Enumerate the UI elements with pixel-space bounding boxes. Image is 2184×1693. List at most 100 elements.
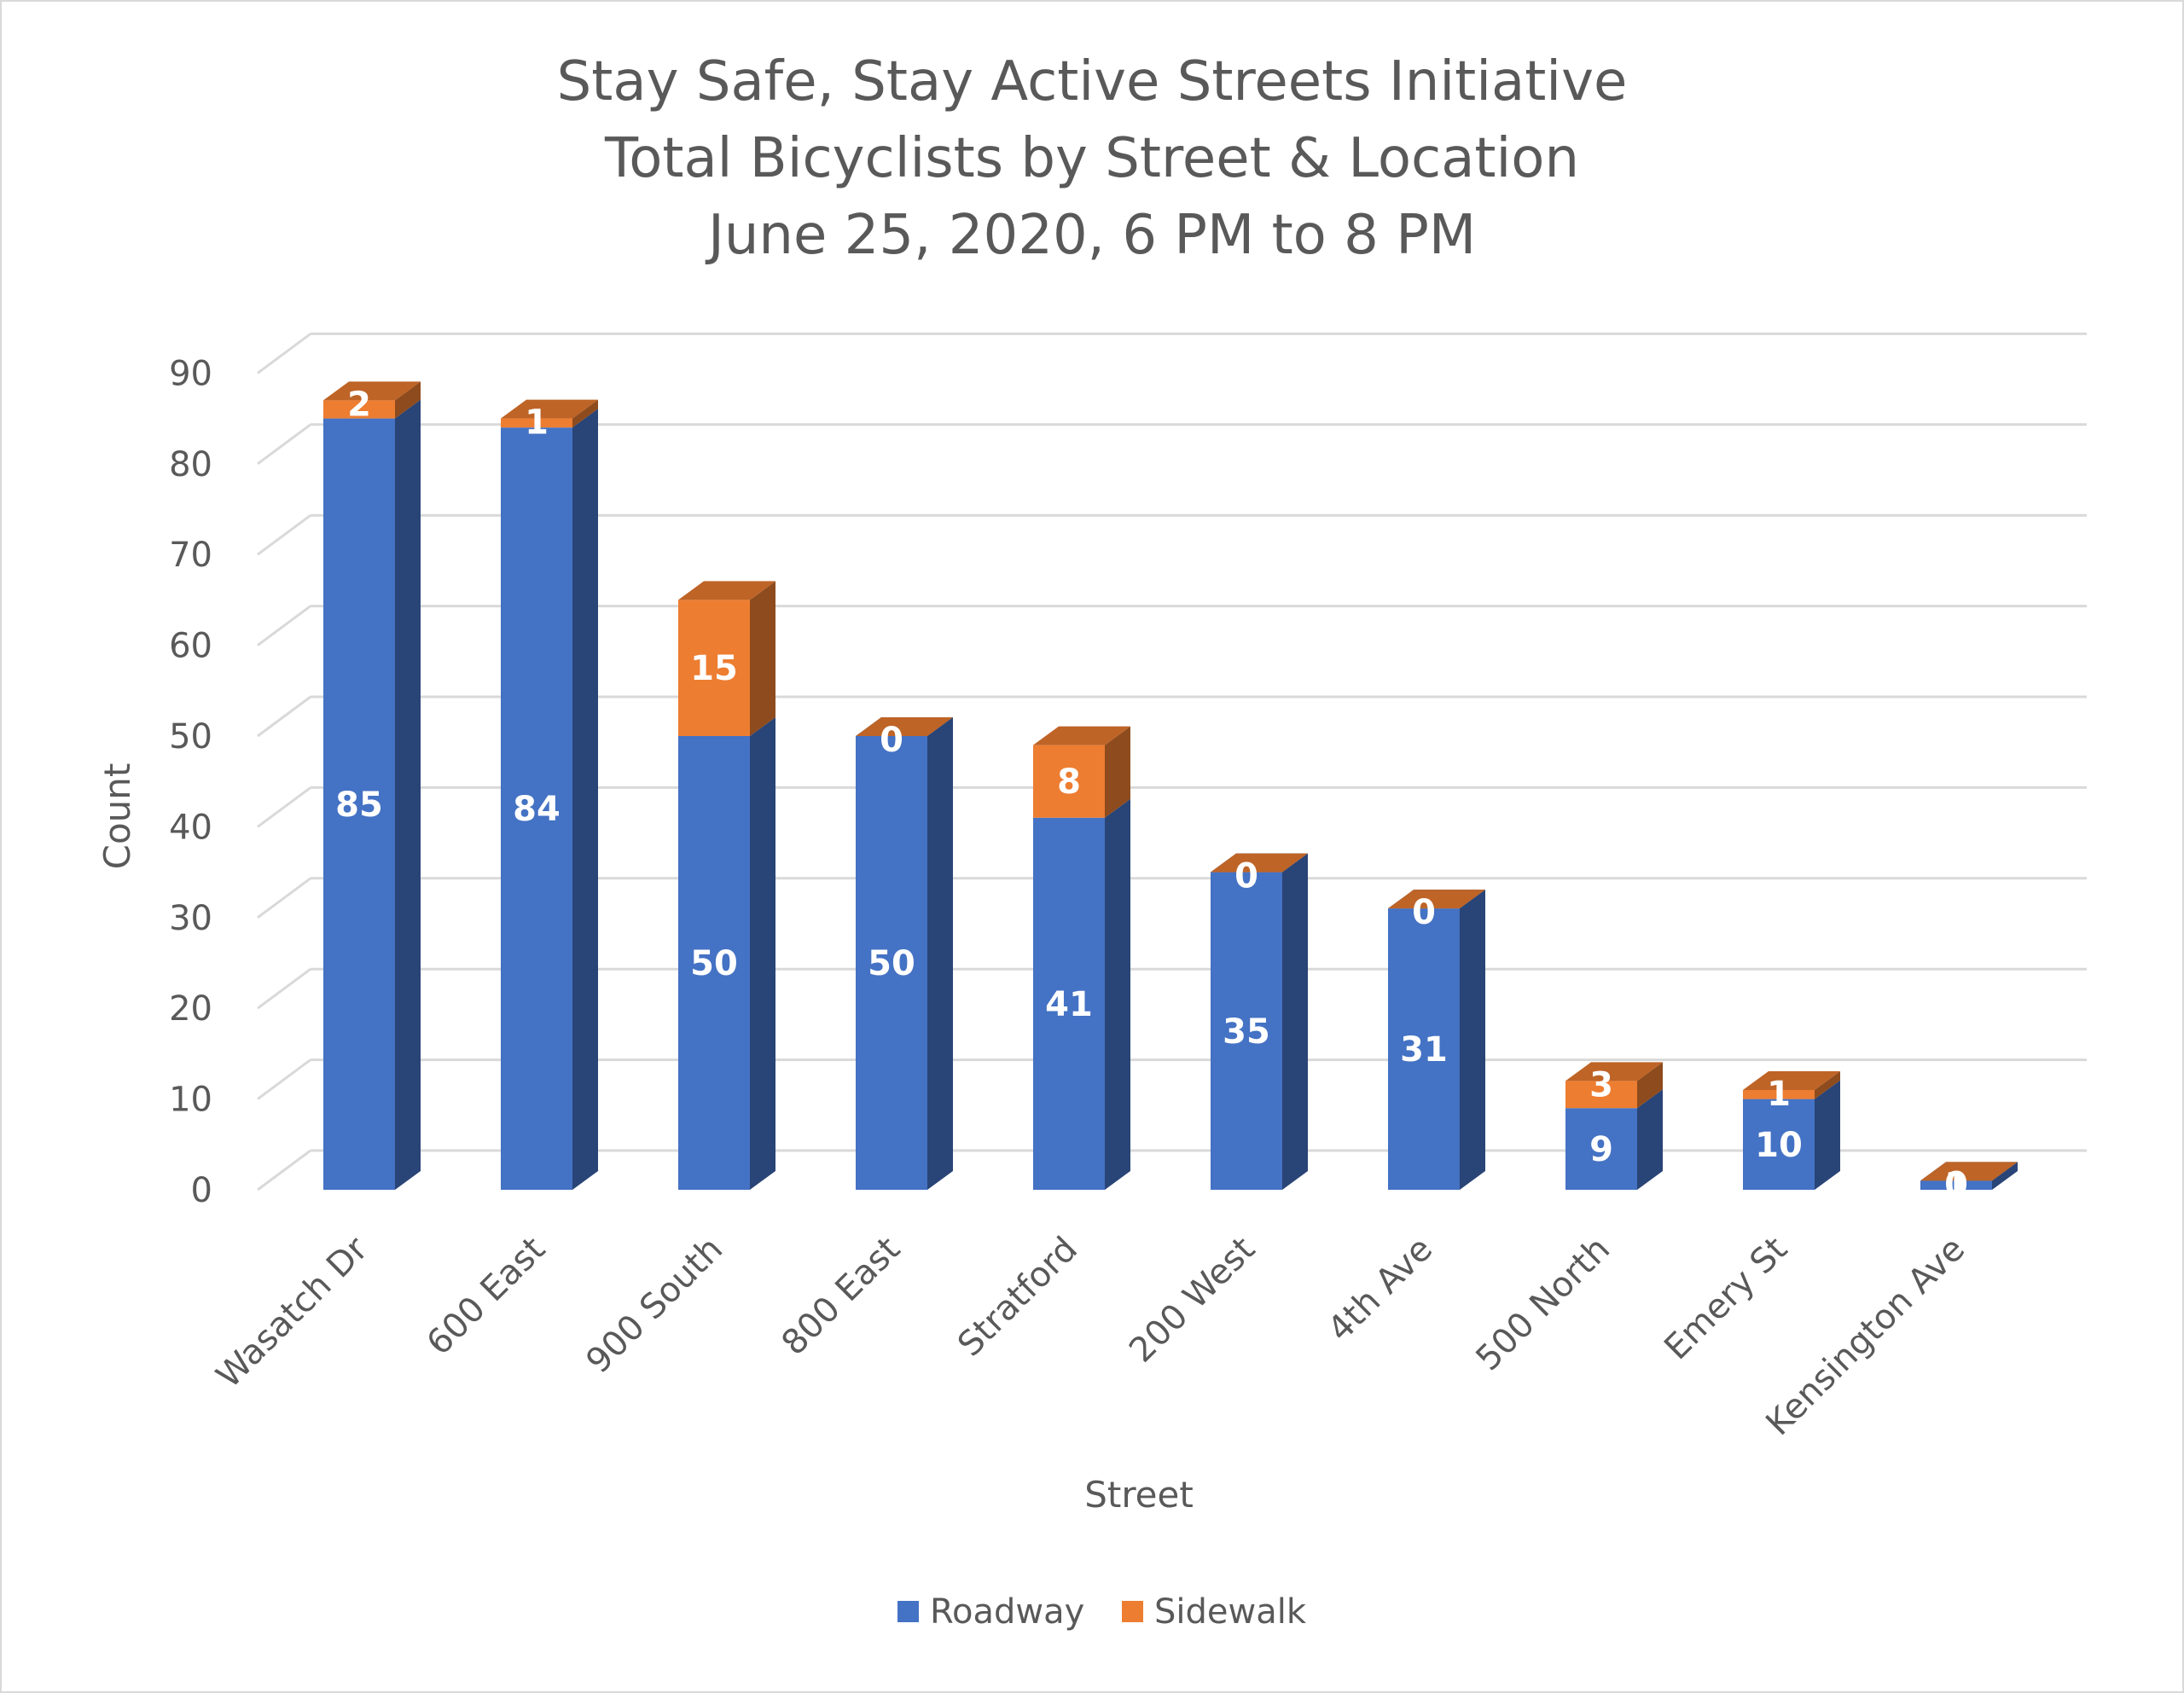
bar-roadway-side xyxy=(572,409,598,1190)
bar-top-face xyxy=(501,399,598,419)
bar-top-face xyxy=(1211,853,1308,873)
legend-swatch-roadway xyxy=(897,1601,919,1622)
y-tick-label: 90 xyxy=(169,354,212,393)
bar-roadway-side xyxy=(750,717,775,1190)
bar-roadway-front xyxy=(1743,1099,1815,1190)
bar-sidewalk-side xyxy=(572,399,598,428)
legend-label-roadway: Roadway xyxy=(930,1592,1084,1632)
data-label-sidewalk: 8 xyxy=(1057,762,1081,802)
bar-roadway-side xyxy=(1282,853,1308,1190)
x-tick-label: Stratford xyxy=(950,1230,1085,1365)
data-label-sidewalk: 0 xyxy=(1944,1165,1968,1204)
data-label-sidewalk: 0 xyxy=(880,721,903,760)
data-label-sidewalk: 0 xyxy=(1234,857,1258,896)
x-tick-label: 200 West xyxy=(1122,1230,1263,1371)
gridline-side xyxy=(257,967,311,1010)
bar-sidewalk-front xyxy=(1565,1081,1637,1109)
x-axis-title: Street xyxy=(1084,1474,1194,1516)
bar-roadway-front xyxy=(678,736,750,1190)
gridlines xyxy=(257,332,2087,1191)
chart-title-line-3: June 25, 2020, 6 PM to 8 PM xyxy=(705,204,1476,267)
x-tick-label: 600 East xyxy=(420,1230,554,1364)
gridline-side xyxy=(257,605,311,646)
bar-roadway-front xyxy=(1565,1108,1637,1190)
x-tick-label: 900 South xyxy=(578,1230,730,1382)
bar-roadway-front xyxy=(856,736,927,1190)
bar-sidewalk-front xyxy=(323,400,395,419)
data-label-roadway: 84 xyxy=(513,790,561,829)
bar-top-face xyxy=(856,717,953,736)
y-tick-label: 80 xyxy=(169,445,212,484)
bar-roadway-front xyxy=(1211,872,1282,1190)
legend: Roadway Sidewalk xyxy=(897,1592,1307,1632)
gridline-side xyxy=(257,786,311,828)
bars xyxy=(323,381,2018,1191)
bar-roadway-side xyxy=(1815,1080,1840,1190)
data-label-roadway: 85 xyxy=(335,786,383,825)
data-label-sidewalk: 1 xyxy=(525,403,549,443)
bar-top-face xyxy=(323,381,421,401)
bar-roadway-side xyxy=(927,717,953,1190)
bar-top-face xyxy=(678,581,775,600)
bar-top-face xyxy=(1388,890,1485,909)
legend-label-sidewalk: Sidewalk xyxy=(1154,1592,1307,1632)
data-label-sidewalk: 15 xyxy=(690,649,738,688)
x-axis-ticks: Wasatch Dr 600 East 900 South 800 East Strat… xyxy=(209,1229,1972,1443)
bar-roadway-side xyxy=(1637,1089,1663,1190)
bar-sidewalk-front xyxy=(501,418,572,428)
bar-roadway-side xyxy=(1460,890,1485,1190)
chart-title: Stay Safe, Stay Active Streets Initiativ… xyxy=(557,50,1628,267)
y-tick-label: 70 xyxy=(169,536,212,575)
legend-swatch-sidewalk xyxy=(1122,1601,1143,1622)
gridline-side xyxy=(257,423,311,466)
x-tick-label: 4th Ave xyxy=(1321,1230,1440,1349)
x-tick-label: Kensington Ave xyxy=(1758,1230,1972,1444)
data-label-sidewalk: 1 xyxy=(1767,1075,1791,1114)
data-label-roadway: 41 xyxy=(1045,985,1093,1024)
gridline-side xyxy=(257,695,311,738)
data-label-sidewalk: 3 xyxy=(1589,1065,1613,1105)
x-tick-label: 500 North xyxy=(1468,1230,1618,1379)
bar-sidewalk-front xyxy=(1743,1089,1815,1099)
data-label-roadway: 31 xyxy=(1400,1030,1448,1070)
y-tick-label: 40 xyxy=(169,808,212,847)
bar-roadway-front xyxy=(1920,1180,1992,1190)
y-tick-label: 60 xyxy=(169,627,212,666)
y-tick-label: 50 xyxy=(169,717,212,757)
bar-roadway-front xyxy=(501,427,572,1190)
bar-roadway-front xyxy=(323,418,395,1191)
chart-title-line-2: Total Bicyclists by Street & Location xyxy=(604,127,1579,190)
gridline-side xyxy=(257,333,311,374)
data-label-roadway: 9 xyxy=(1589,1130,1613,1169)
bar-sidewalk-side xyxy=(1105,726,1130,818)
data-label-sidewalk: 0 xyxy=(1412,893,1436,932)
bar-roadway-side xyxy=(1992,1162,2018,1190)
data-label-roadway: 1 xyxy=(1944,1165,1968,1204)
bar-sidewalk-side xyxy=(395,381,421,419)
bar-sidewalk-front xyxy=(1033,745,1105,818)
chart-title-line-1: Stay Safe, Stay Active Streets Initiativ… xyxy=(557,50,1628,113)
bar-roadway-front xyxy=(1388,908,1460,1190)
data-label-sidewalk: 2 xyxy=(347,385,371,424)
y-axis-title: Count xyxy=(96,763,138,870)
bar-top-face xyxy=(1565,1062,1663,1081)
bar-sidewalk-side xyxy=(750,581,775,736)
bar-sidewalk-side xyxy=(1637,1062,1663,1109)
data-label-roadway: 50 xyxy=(690,944,738,983)
y-tick-label: 20 xyxy=(169,989,212,1029)
data-label-roadway: 35 xyxy=(1223,1012,1270,1052)
data-label-roadway: 50 xyxy=(868,944,915,983)
bar-roadway-side xyxy=(1105,798,1130,1190)
gridline-side xyxy=(257,1149,311,1191)
y-axis-ticks: 0 10 20 30 40 50 60 70 80 90 xyxy=(169,354,212,1210)
y-tick-label: 0 xyxy=(191,1171,212,1210)
x-tick-label: Emery St xyxy=(1657,1230,1795,1368)
bar-top-face xyxy=(1743,1070,1840,1090)
bar-sidewalk-side xyxy=(1815,1070,1840,1099)
x-tick-label: 800 East xyxy=(775,1230,909,1364)
x-tick-label: Wasatch Dr xyxy=(209,1229,375,1395)
bar-roadway-side xyxy=(395,399,421,1191)
